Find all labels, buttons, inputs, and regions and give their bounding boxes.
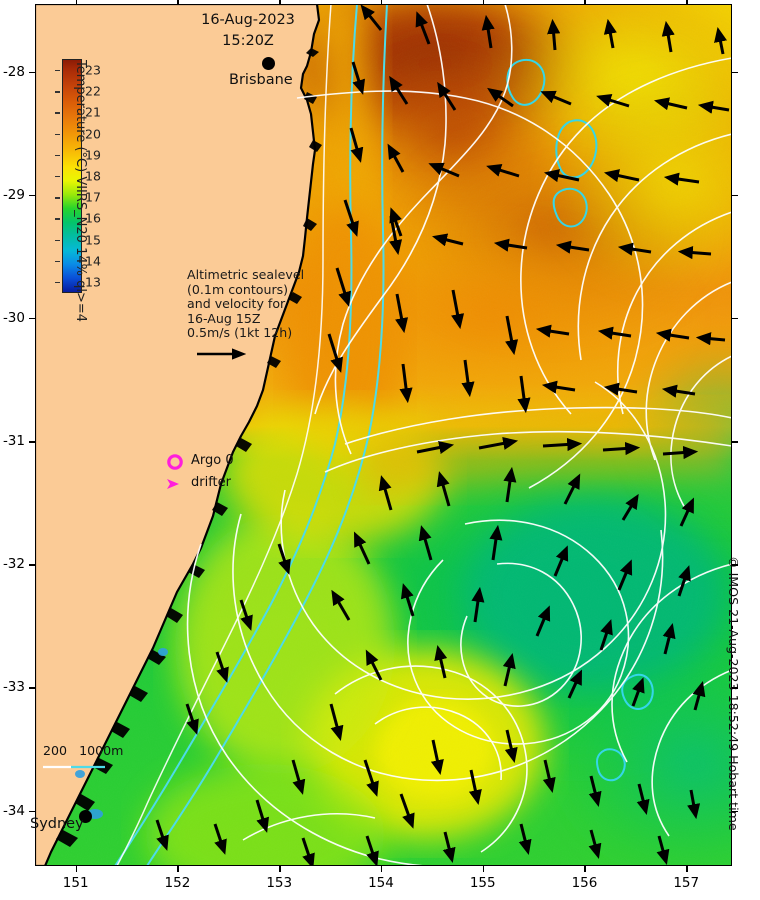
y-axis-tick — [29, 71, 35, 74]
colorbar-tick-label: 19 — [85, 147, 101, 163]
y-axis-tick-label: -29 — [2, 186, 25, 203]
map-plot-area[interactable] — [35, 4, 732, 866]
colorbar-tick — [55, 154, 60, 157]
y-axis-tick-label: -30 — [2, 310, 25, 326]
city-label: Brisbane — [229, 72, 293, 88]
x-axis-tick-label: 156 — [571, 875, 598, 891]
colorbar-tick — [55, 218, 60, 220]
altimetry-line-3: and velocity for — [187, 296, 286, 312]
x-axis-tick-label: 154 — [368, 875, 394, 891]
drifter-arrow-icon — [167, 479, 179, 489]
colorbar-tick — [55, 282, 60, 284]
colorbar-tick — [55, 197, 60, 199]
colorbar-tick — [55, 70, 60, 72]
x-axis-tick — [584, 0, 586, 4]
altimetry-line-1: Altimetric sealevel — [187, 267, 305, 282]
y-axis-tick — [29, 194, 35, 197]
scalebar-line-icon — [43, 765, 105, 769]
y-axis-tick — [732, 71, 738, 74]
y-axis-tick — [29, 318, 35, 320]
y-axis-tick — [29, 810, 35, 812]
observation-date: 16-Aug-2023 — [201, 12, 295, 28]
x-axis-tick-label: 151 — [62, 875, 89, 891]
x-axis-tick-label: 152 — [164, 875, 191, 891]
colorbar-tick-label: 22 — [85, 83, 101, 99]
colorbar-tick — [55, 91, 60, 93]
colorbar-tick — [55, 176, 60, 178]
x-axis-tick — [482, 866, 485, 872]
y-axis-tick — [732, 810, 738, 812]
velocity-scale-arrow-icon — [197, 348, 247, 360]
colorbar-tick — [55, 239, 60, 241]
city-marker-dot — [262, 57, 275, 70]
city-label: Sydney — [30, 816, 84, 832]
bathymetry-200m-contours — [116, 4, 332, 866]
y-axis-tick — [732, 318, 738, 320]
colorbar-tick-label: 16 — [85, 210, 101, 226]
x-axis-tick-label: 157 — [673, 875, 700, 891]
colorbar-tick — [55, 112, 60, 114]
altimetry-line-4: 16-Aug 15Z — [187, 310, 261, 326]
sst-raster — [35, 4, 732, 866]
x-axis-tick — [482, 0, 485, 4]
colorbar-tick-label: 20 — [85, 126, 101, 142]
x-axis-tick — [686, 866, 688, 872]
legend-row-argo[interactable]: Argo 0 — [165, 453, 234, 475]
y-axis-tick — [29, 564, 35, 566]
argo-legend-label: Argo 0 — [191, 453, 234, 468]
drifter-legend-label: drifter — [191, 475, 231, 490]
temperature-colorbar[interactable] — [62, 59, 82, 293]
bathymetry-1000m-contours — [114, 4, 654, 866]
colorbar-tick-label: 23 — [85, 62, 101, 78]
copyright-notice: © IMOS 21-Aug-2023 18:52:49 Hobart time — [726, 556, 741, 831]
colorbar-tick-label: 15 — [85, 232, 101, 248]
observation-time: 15:20Z — [222, 33, 274, 49]
y-axis-tick — [732, 564, 738, 566]
colorbar-tick — [55, 133, 60, 135]
y-axis-tick-label: -34 — [2, 802, 25, 819]
x-axis-tick — [380, 866, 383, 872]
x-axis-tick-label: 153 — [266, 875, 293, 891]
y-axis-tick — [732, 687, 738, 689]
colorbar-tick-label: 18 — [85, 168, 101, 184]
altimetry-line-2: (0.1m contours) — [187, 281, 289, 297]
bathymetry-scalebar: 200 1000m — [43, 743, 123, 777]
colorbar-tick-label: 13 — [85, 274, 101, 290]
y-axis-tick — [29, 687, 35, 689]
x-axis-tick — [279, 0, 281, 4]
y-axis-tick-label: -28 — [2, 63, 25, 80]
x-axis-tick — [380, 0, 383, 4]
x-axis-tick — [177, 866, 179, 872]
colorbar-tick — [55, 260, 60, 263]
colorbar-tick-label: 21 — [85, 104, 101, 120]
x-axis-tick-label: 155 — [469, 875, 496, 891]
landmass-australia — [35, 4, 322, 866]
x-axis-tick — [75, 0, 78, 4]
colorbar-tick-label: 17 — [85, 189, 101, 205]
x-axis-tick — [177, 0, 179, 4]
y-axis-tick — [732, 194, 738, 197]
scalebar-labels: 200 1000m — [43, 743, 123, 758]
x-axis-tick — [75, 866, 78, 872]
altimetry-annotation: Altimetric sealevel (0.1m contours) and … — [187, 267, 305, 367]
scalebar-shallow-label: 200 — [43, 743, 68, 758]
x-axis-tick — [279, 866, 281, 872]
city-marker-dot — [79, 810, 92, 823]
y-axis-tick-label: -31 — [2, 433, 25, 450]
y-axis-tick — [732, 441, 738, 443]
marker-legend: Argo 0 drifter — [165, 453, 234, 497]
colorbar-tick-label: 14 — [85, 253, 101, 269]
x-axis-tick — [584, 866, 586, 872]
altimetry-line-5: 0.5m/s (1kt 12h) — [187, 325, 293, 341]
x-axis-tick — [686, 0, 688, 4]
scalebar-deep-label: 1000m — [79, 743, 124, 758]
y-axis-tick — [29, 441, 35, 443]
legend-row-drifter[interactable]: drifter — [165, 475, 231, 497]
y-axis-tick-label: -33 — [2, 679, 25, 696]
velocity-vectors — [155, 4, 730, 866]
argo-circle-icon — [167, 454, 183, 470]
y-axis-tick-label: -32 — [2, 556, 25, 573]
